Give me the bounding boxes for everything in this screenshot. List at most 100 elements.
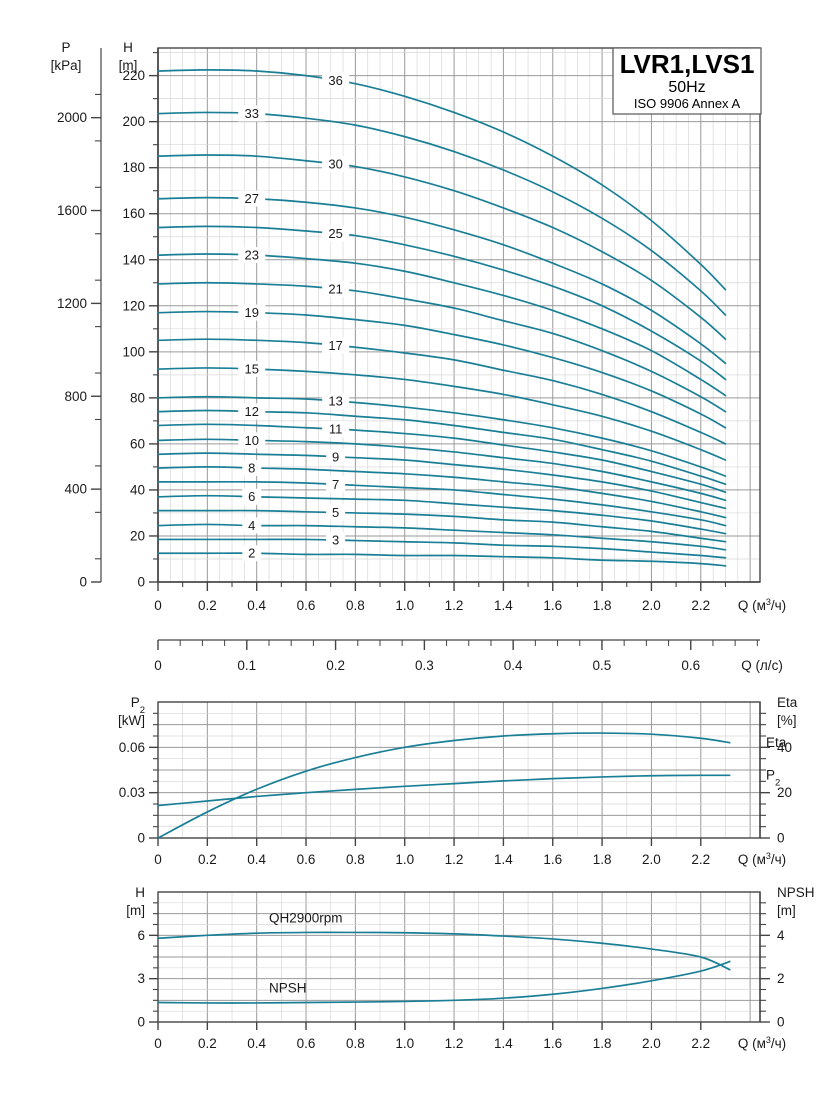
npsh-right-axis-title: NPSH — [777, 885, 815, 900]
stage-label-backdrop — [238, 403, 266, 420]
npsh-q-tick-label: 2.2 — [691, 1036, 710, 1051]
q-ls-tick-label: 0.4 — [504, 658, 523, 673]
h-axis-tick-label: 20 — [130, 528, 145, 543]
stage-label-backdrop — [322, 72, 350, 89]
q-ls-tick-label: 0.2 — [326, 658, 345, 673]
npsh-h-tick-label: 3 — [137, 971, 145, 986]
p-axis-tick-label: 0 — [79, 575, 87, 590]
npsh-q-tick-label: 0.6 — [297, 1036, 316, 1051]
npsh-series-label: NPSH — [269, 981, 307, 996]
npsh-q-tick-label: 1.2 — [445, 1036, 464, 1051]
stage-label-backdrop — [322, 393, 350, 410]
npsh-h-tick-label: 6 — [137, 928, 145, 943]
npsh-q-tick-label: 1.6 — [543, 1036, 562, 1051]
stage-curve — [157, 154, 727, 341]
p-axis-tick-label: 400 — [64, 482, 87, 497]
q-axis-tick-label: 0 — [154, 598, 162, 613]
q-axis-ls: 0 0.1 0.2 0.3 0.4 0.5 0.6 Q (л/с) — [154, 639, 783, 673]
stage-label: 33 — [245, 106, 259, 121]
stage-curve-path — [157, 69, 727, 291]
h-axis-main: 0 20 40 60 80 100 120 140 160 180 200 220 H [m] — [119, 40, 159, 590]
npsh-q-tick-label: 0 — [154, 1036, 162, 1051]
stage-label: 12 — [245, 404, 259, 419]
stage-curve — [157, 452, 727, 510]
stage-label: 11 — [329, 422, 343, 437]
stage-label-backdrop — [238, 247, 266, 264]
stage-curve-path — [157, 509, 727, 543]
h-axis-tick-label: 80 — [130, 390, 145, 405]
stage-curve — [157, 423, 727, 494]
npsh-right-tick-label: 4 — [777, 928, 785, 943]
stage-label: 17 — [328, 338, 342, 353]
npsh-q-tick-label: 1.8 — [593, 1036, 612, 1051]
stage-label: 13 — [328, 394, 342, 409]
power-curve-path — [157, 732, 731, 839]
power-q-tick-label: 0 — [154, 852, 162, 867]
npsh-chart: 0 3 6 H [m] 0 2 4 NPSH [m] 0 0.2 0.4 0.6 0.8 1.0 1.2 1.4 1… — [126, 885, 814, 1051]
h-axis-unit: [m] — [119, 58, 138, 73]
q-axis-m3h: 0 0.2 0.4 0.6 0.8 1.0 1.2 1.4 1.6 1.8 2.0 2.2 Q (м3/… — [154, 581, 786, 613]
model-title: LVR1,LVS1 — [620, 49, 755, 79]
stage-curve — [157, 338, 727, 445]
npsh-q-tick-label: 0.2 — [198, 1036, 217, 1051]
q-ls-axis-title: Q (л/с) — [741, 658, 783, 673]
p-axis-tick-label: 800 — [64, 389, 87, 404]
stage-labels: 36 33 30 27 25 23 21 19 17 15 13 12 11 10 9 8 7 6 5 4 3 2 — [238, 72, 350, 562]
stage-label-backdrop — [322, 421, 350, 438]
frequency-label: 50Hz — [668, 79, 705, 96]
stage-curve-path — [157, 452, 727, 510]
stage-label: 8 — [248, 460, 255, 475]
power-q-tick-label: 0.8 — [346, 852, 365, 867]
h-axis-tick-label: 40 — [130, 482, 145, 497]
npsh-right-tick-label: 2 — [777, 971, 785, 986]
stage-curve — [157, 480, 727, 527]
stage-label-backdrop — [238, 360, 266, 377]
power-curve-path — [157, 774, 731, 807]
h-axis-tick-label: 180 — [122, 160, 145, 175]
stage-label: 7 — [332, 477, 339, 492]
eta-axis-tick-label: 20 — [777, 785, 792, 800]
power-q-tick-label: 2.0 — [642, 852, 661, 867]
q-axis-tick-label: 2.0 — [642, 598, 661, 613]
stage-label-backdrop — [238, 190, 266, 207]
stage-label: 27 — [245, 191, 259, 206]
stage-label-backdrop — [238, 105, 266, 122]
stage-label: 2 — [248, 546, 255, 561]
stage-curves — [157, 69, 727, 567]
stage-curve-path — [157, 480, 727, 527]
stage-curve — [157, 69, 727, 291]
npsh-h-tick-label: 0 — [137, 1015, 145, 1030]
p2-axis-tick-label: 0.03 — [119, 785, 145, 800]
npsh-q-axis-title: Q (м3/ч) — [738, 1035, 786, 1051]
h-axis-tick-label: 140 — [122, 252, 145, 267]
q-axis-title: Q (м3/ч) — [738, 597, 786, 613]
stage-label-backdrop — [326, 448, 346, 465]
npsh-h-axis: 0 3 6 H [m] — [126, 885, 158, 1030]
stage-curve-path — [157, 225, 727, 381]
stage-label: 9 — [332, 449, 339, 464]
stage-curve — [157, 225, 727, 381]
stage-curve — [157, 509, 727, 543]
h-axis-tick-label: 120 — [122, 298, 145, 313]
q-axis-tick-label: 1.4 — [494, 598, 513, 613]
power-q-tick-label: 1.6 — [543, 852, 562, 867]
stage-label: 36 — [328, 73, 342, 88]
npsh-right-tick-label: 0 — [777, 1015, 785, 1030]
npsh-right-axis: 0 2 4 NPSH [m] — [759, 885, 815, 1030]
power-q-tick-label: 0.6 — [297, 852, 316, 867]
p-axis-tick-label: 1200 — [57, 296, 87, 311]
q-axis-tick-label: 0.4 — [247, 598, 266, 613]
npsh-curve-path — [157, 931, 731, 971]
q-ls-tick-label: 0.1 — [237, 658, 256, 673]
stage-label: 15 — [245, 361, 259, 376]
main-qh-chart: 020406080100120140160180200220H[m]040080… — [51, 40, 787, 673]
q-ls-tick-label: 0.5 — [593, 658, 612, 673]
npsh-h-axis-title: H — [135, 885, 145, 900]
stage-label-backdrop — [238, 432, 266, 449]
p-axis-tick-label: 1600 — [57, 203, 87, 218]
h-axis-tick-label: 160 — [122, 206, 145, 221]
stage-label: 19 — [245, 305, 259, 320]
stage-label: 25 — [328, 226, 342, 241]
